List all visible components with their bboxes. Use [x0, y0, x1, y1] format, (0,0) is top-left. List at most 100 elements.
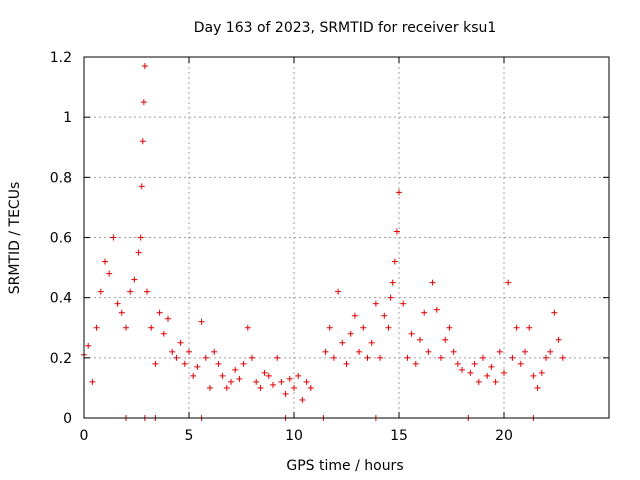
data-point	[261, 369, 268, 376]
data-point	[389, 279, 396, 286]
data-point	[140, 99, 147, 106]
y-tick-label: 0.8	[50, 170, 72, 186]
x-tick-label: 10	[285, 428, 303, 444]
data-point	[223, 384, 230, 391]
data-point	[559, 354, 566, 361]
chart-title: Day 163 of 2023, SRMTID for receiver ksu…	[194, 20, 497, 36]
data-point	[551, 309, 558, 316]
data-point	[387, 294, 394, 301]
data-point	[85, 342, 92, 349]
data-point	[442, 336, 449, 343]
data-point	[356, 348, 363, 355]
data-point	[173, 354, 180, 361]
data-point	[425, 348, 432, 355]
data-point	[97, 288, 104, 295]
data-point	[501, 369, 507, 376]
data-point	[326, 324, 333, 331]
data-point	[228, 378, 234, 385]
data-point	[385, 324, 392, 331]
data-point	[139, 138, 146, 145]
data-point	[471, 360, 478, 367]
data-point	[244, 324, 251, 331]
data-point	[89, 378, 96, 385]
data-point	[282, 390, 289, 397]
data-point	[347, 330, 354, 337]
data-point	[446, 324, 453, 331]
x-axis-label: GPS time / hours	[286, 458, 403, 474]
data-point	[202, 354, 209, 361]
data-point	[138, 183, 145, 190]
y-tick-label: 0.6	[50, 231, 72, 247]
data-point	[278, 378, 285, 385]
y-axis-label: SRMTID / TECUs	[7, 182, 23, 295]
data-point	[412, 360, 419, 367]
data-point	[127, 288, 134, 295]
data-point	[322, 348, 329, 355]
data-point	[152, 360, 159, 367]
data-point	[299, 396, 306, 403]
data-point	[274, 354, 281, 361]
data-point	[236, 375, 243, 382]
data-point	[165, 315, 171, 322]
y-axis: 0 0.2 0.4 0.6 0.8 1 1.2	[50, 50, 609, 427]
x-tick-label: 5	[185, 428, 194, 444]
data-point	[123, 324, 129, 331]
data-point	[131, 276, 138, 283]
data-point	[450, 348, 457, 355]
data-point	[377, 354, 384, 361]
data-point	[381, 312, 388, 319]
grid-lines	[84, 57, 609, 418]
data-point	[396, 189, 402, 196]
data-point	[253, 378, 260, 385]
data-point	[137, 234, 144, 241]
data-point	[270, 381, 276, 388]
data-point	[555, 336, 562, 343]
x-tick-label: 20	[495, 428, 513, 444]
data-point	[408, 330, 415, 337]
data-point	[459, 366, 465, 373]
data-point	[169, 348, 176, 355]
data-point	[93, 324, 100, 331]
data-point	[522, 348, 528, 355]
data-point	[286, 375, 293, 382]
data-point	[372, 300, 379, 307]
data-point	[303, 378, 310, 385]
data-point	[351, 312, 358, 319]
y-tick-label: 0.4	[50, 291, 72, 307]
y-tick-label: 0	[63, 411, 72, 427]
data-point	[177, 339, 184, 346]
data-point	[480, 354, 486, 361]
data-point	[181, 360, 188, 367]
data-point	[135, 249, 142, 256]
data-point	[492, 378, 499, 385]
data-point	[417, 336, 423, 343]
data-point	[194, 363, 201, 370]
data-point	[421, 309, 428, 316]
y-tick-label: 1	[63, 110, 72, 126]
data-point	[198, 318, 205, 325]
data-point	[509, 354, 516, 361]
data-point	[118, 309, 125, 316]
x-tick-label: 15	[390, 428, 408, 444]
data-point	[330, 354, 337, 361]
data-point	[106, 270, 113, 277]
data-point	[534, 384, 541, 391]
data-point	[488, 363, 495, 370]
data-point	[110, 234, 117, 241]
data-point	[160, 330, 167, 337]
data-point	[543, 354, 549, 361]
data-points	[81, 63, 566, 421]
data-point	[215, 360, 222, 367]
data-point	[141, 63, 148, 70]
data-point	[526, 324, 533, 331]
data-point	[364, 354, 371, 361]
y-tick-label: 1.2	[50, 50, 72, 66]
data-point	[265, 372, 272, 379]
data-point	[156, 309, 163, 316]
data-point	[360, 324, 367, 331]
data-point	[391, 258, 398, 265]
data-point	[513, 324, 520, 331]
data-point	[530, 372, 537, 379]
data-point	[257, 384, 264, 391]
